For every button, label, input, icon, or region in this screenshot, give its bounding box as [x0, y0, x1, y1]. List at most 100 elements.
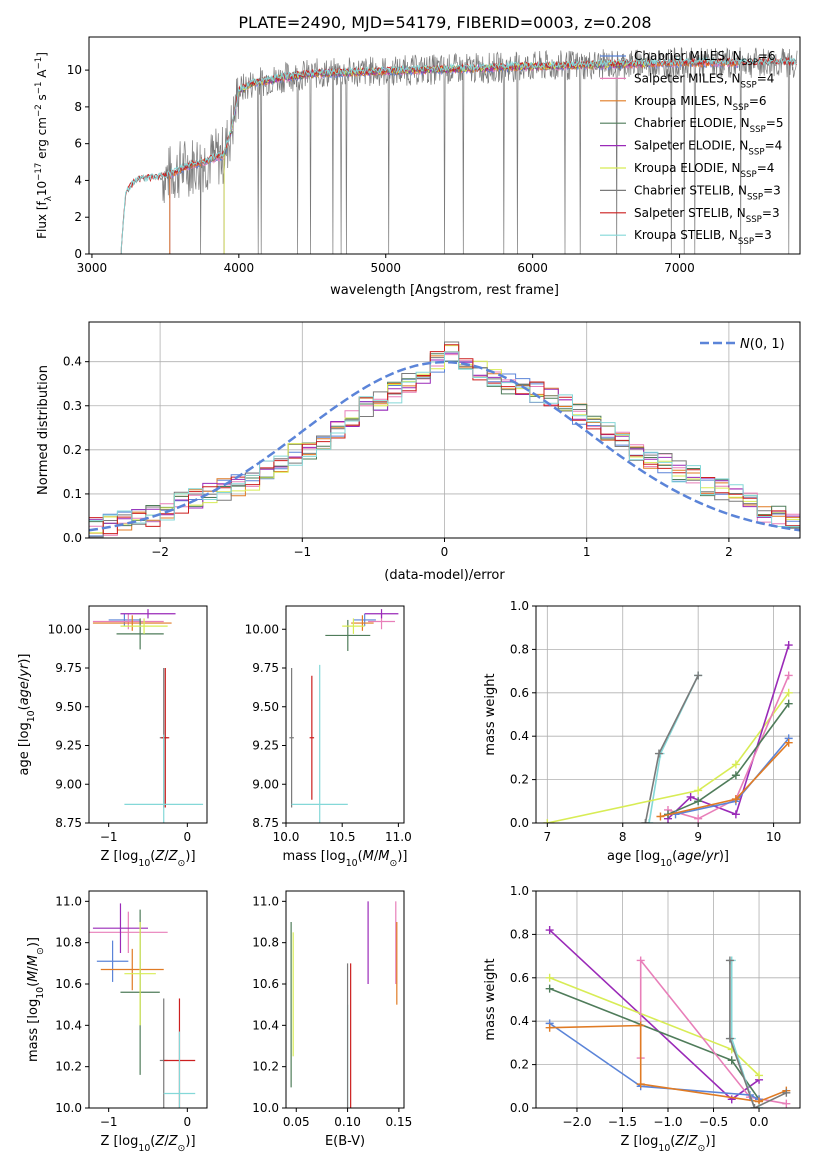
legend-label: Salpeter MILES, NSSP=4 [634, 71, 774, 90]
age_vs_Z-x-axis-label: Z [log10(Z/Z⊙)] [100, 849, 195, 869]
model-spectrum-line [223, 58, 651, 254]
y-tick-label: 0.2 [510, 1058, 529, 1072]
y-tick-label: 10.4 [55, 1018, 82, 1032]
x-tick-label: 9 [694, 830, 702, 844]
legend-label-part: SSP [742, 58, 758, 68]
mass_vs_ebv-frame [285, 890, 405, 1109]
legend-label: Chabrier ELODIE, NSSP=5 [634, 116, 783, 135]
spectrum-y-axis-label-part: −17 [34, 163, 44, 181]
y-tick-label: 1.0 [510, 599, 529, 613]
weight_vs_Z-x-axis-label-part: Z [674, 1134, 685, 1149]
y-tick-label: 0.6 [510, 686, 529, 700]
weight-point-marker [645, 819, 654, 823]
weight_vs_age-x-axis-label-part: yr [705, 849, 721, 864]
weight-point-marker [784, 641, 793, 650]
mass_vs_Z-y-axis-label-part: M [26, 971, 41, 982]
legend-label-part: SSP [748, 148, 764, 158]
legend-label-part: =3 [763, 183, 781, 197]
spectrum-y-axis-label-part: −2 [34, 104, 44, 117]
x-tick-label: 1 [583, 545, 591, 559]
y-tick-label: 9.00 [55, 777, 82, 791]
weight_vs_Z-x-axis-label: Z [log10(Z/Z⊙)] [620, 1134, 715, 1154]
y-tick-label: 8.75 [55, 816, 82, 830]
legend-label-part: =4 [757, 71, 775, 85]
weight_vs_age-x-axis-label-part: 10 [660, 858, 672, 869]
mass_vs_ebv-x-axis-label: E(B-V) [325, 1134, 365, 1149]
weight_vs_age-axes: 7 8 9 10 0.0 0.2 0.4 0.6 0.8 1.0 [510, 599, 800, 844]
y-tick-label: 0.2 [63, 443, 82, 457]
spectrum-y-axis-label-part: −1 [34, 57, 44, 70]
histogram-step-line [89, 351, 800, 527]
x-tick-label: −2.0 [562, 1115, 591, 1129]
y-tick-label: 10.6 [55, 977, 82, 991]
age_vs_Z-x-axis-label-part: Z [168, 849, 179, 864]
model-spectrum-line [223, 59, 651, 254]
y-tick-label: 9.25 [252, 739, 279, 753]
weight_vs_age-x-axis-label-part: )] [719, 849, 729, 864]
weight-point-marker [727, 1095, 736, 1104]
age_vs_mass-x-axis-label-part: M [363, 849, 374, 864]
legend-label: Chabrier STELIB, NSSP=3 [634, 183, 781, 202]
mass_vs_ebv-x-axis-label-part: E(B-V) [325, 1134, 365, 1149]
legend-label: Kroupa MILES, NSSP=6 [634, 94, 767, 113]
spectrum-y-axis-label-part: erg cm [35, 117, 49, 163]
histogram-step-line [89, 344, 800, 535]
mass_vs_Z-y-axis-label-part: / [26, 966, 41, 971]
weight_vs_age-frame [535, 605, 801, 824]
mass_vs_Z-points [89, 903, 196, 1108]
weight-point-marker [784, 688, 793, 697]
weight_vs_Z-x-axis-label-part: ( [670, 1134, 675, 1149]
weight-point-marker [656, 812, 665, 821]
legend-label-part: Kroupa ELODIE, N [634, 161, 741, 175]
age_vs_mass-frame [285, 605, 405, 824]
weight-series-line [639, 958, 787, 1105]
age_vs_Z-x-axis-label-part: / [164, 849, 169, 864]
legend-label: Salpeter STELIB, NSSP=3 [634, 206, 780, 225]
x-tick-label: −1.5 [608, 1115, 637, 1129]
histogram-x-axis-label: (data-model)/error [384, 568, 505, 583]
weight_vs_age-x-axis-label-part: / [701, 849, 706, 864]
legend-label-part: SSP [741, 80, 757, 90]
age_vs_Z-y-axis-label-part: age [17, 681, 32, 705]
legend-label-part: Kroupa MILES, N [634, 94, 733, 108]
weight-point-marker [725, 1034, 734, 1043]
x-tick-label: −2 [151, 545, 169, 559]
weight-series-line [730, 960, 759, 1108]
age_vs_mass-x-axis-label-part: ⊙ [390, 858, 398, 869]
age_vs_Z-x-axis-label-part: Z [154, 849, 165, 864]
x-tick-label: −1.0 [653, 1115, 682, 1129]
legend-label-part: =5 [766, 116, 784, 130]
y-tick-label: 9.25 [55, 739, 82, 753]
legend-label: Kroupa STELIB, NSSP=3 [634, 228, 772, 247]
legend-normal-label-part: N [740, 337, 750, 352]
spectrum-models-group [120, 56, 797, 254]
mass_vs_ebv-points [290, 901, 398, 1108]
age_vs_Z-y-axis-label-part: yr [17, 662, 32, 678]
age_vs_mass-x-axis-label-part: M [378, 849, 389, 864]
y-tick-label: 4 [74, 173, 82, 187]
y-tick-label: 10.6 [252, 977, 279, 991]
weight-series-line [549, 987, 760, 1100]
spectrum-y-axis-label-part: 10 [35, 181, 49, 196]
weight_vs_Z-x-axis-label-part: / [684, 1134, 689, 1149]
x-tick-label: 11.0 [385, 830, 412, 844]
weight-series-line [667, 703, 790, 816]
legend-label-part: Chabrier ELODIE, N [634, 116, 750, 130]
y-tick-label: 0.0 [510, 1101, 529, 1115]
y-tick-label: 10.00 [48, 622, 82, 636]
spectrum-y-axis-label-part: λ [44, 196, 54, 201]
x-tick-label: 7 [543, 830, 551, 844]
legend-label-part: Kroupa STELIB, N [634, 228, 738, 242]
age_vs_mass-x-axis-label: mass [log10(M/M⊙)] [283, 849, 408, 869]
y-tick-label: 0.3 [63, 399, 82, 413]
weight-point-marker [731, 760, 740, 769]
legend-label-part: SSP [738, 237, 754, 247]
age_vs_Z-axes: −1 0 8.75 9.00 9.25 9.50 9.75 10.00 [48, 622, 192, 844]
weight-point-marker [784, 671, 793, 680]
y-tick-label: 0.1 [63, 487, 82, 501]
model-spectrum-line [223, 59, 651, 254]
legend-label: Kroupa ELODIE, NSSP=4 [634, 161, 774, 180]
weight-point-marker [545, 1023, 554, 1032]
weight-point-marker [731, 795, 740, 804]
